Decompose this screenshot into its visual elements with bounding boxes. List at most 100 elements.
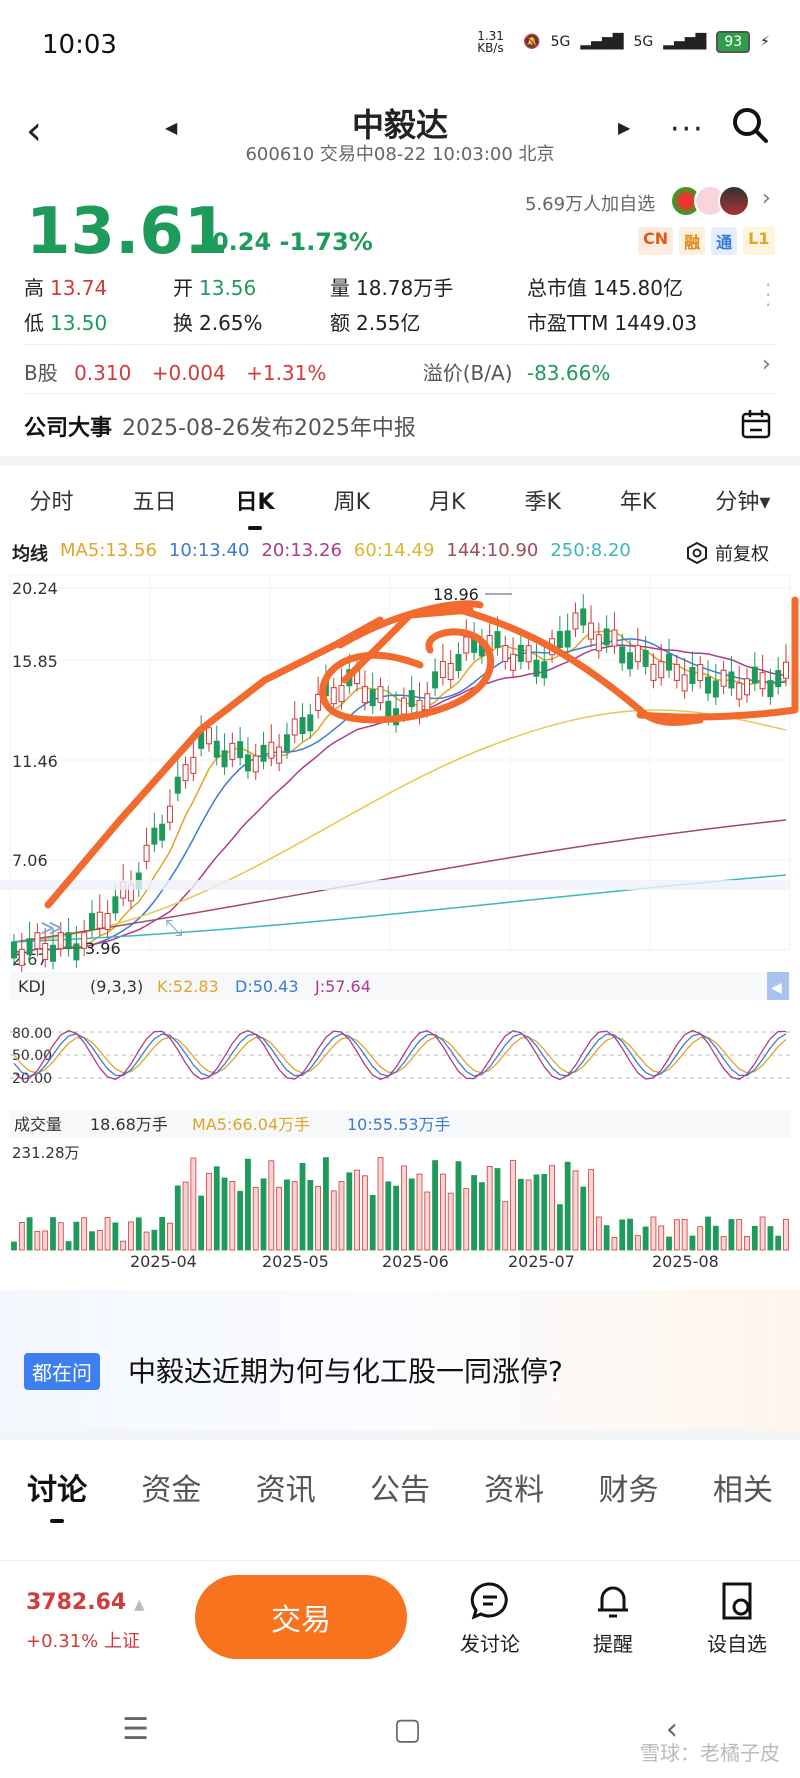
tab-news[interactable]: 资讯 (255, 1473, 316, 1508)
volume-bar (432, 1160, 438, 1251)
tag-cn: CN (638, 227, 674, 255)
highlight-band (0, 880, 790, 890)
expand-icon[interactable]: ⤡ (165, 916, 183, 941)
battery-icon: 93 (716, 31, 751, 53)
candle-body (439, 661, 446, 679)
stock-name: 中毅达 (351, 106, 448, 144)
volume-ma5: MA5:66.04万手 (192, 1115, 310, 1134)
candle-body (385, 700, 392, 718)
kdj-label[interactable]: KDJ (18, 977, 46, 996)
tab-quarterly-k[interactable]: 季K (524, 490, 561, 515)
menu-icon[interactable]: ☰ (122, 1711, 150, 1747)
tab-monthly-k[interactable]: 月K (429, 490, 466, 515)
next-stock-button[interactable]: ▶ (618, 118, 631, 137)
volume-bar (151, 1229, 158, 1251)
candle-body (276, 746, 283, 764)
remind-button[interactable]: 提醒 (563, 1580, 663, 1657)
discuss-button[interactable]: 发讨论 (440, 1580, 540, 1657)
follower-avatars[interactable] (670, 185, 750, 217)
candle-body (400, 697, 407, 715)
scroll-left-icon[interactable]: ≫ (40, 916, 63, 941)
add-watchlist-button[interactable]: 设自选 (687, 1580, 787, 1657)
candle-body (603, 628, 610, 646)
tab-intraday[interactable]: 分时 (29, 490, 74, 515)
kdj-level: 80.00 (12, 1026, 52, 1042)
candle-body (104, 913, 111, 931)
stat-high: 高 13.74 (24, 276, 108, 300)
tab-5day[interactable]: 五日 (132, 490, 177, 515)
candle-body (377, 686, 384, 704)
signal-bars-icon-2: ▂▄▆█ (663, 34, 707, 50)
tab-minute[interactable]: 分钟▾ (715, 490, 771, 515)
back-button[interactable]: ‹ (26, 108, 42, 154)
chevron-right-icon[interactable]: › (762, 186, 771, 211)
candle-body (338, 685, 345, 703)
tab-discussion[interactable]: 讨论 (27, 1465, 87, 1509)
candle-body (159, 823, 166, 841)
trade-button[interactable]: 交易 (195, 1575, 407, 1659)
expand-dots-icon[interactable]: · · · (765, 273, 772, 317)
collapse-panel-button[interactable] (767, 972, 789, 1000)
candle-body (18, 948, 25, 966)
volume-bar (213, 1166, 220, 1251)
search-icon[interactable] (730, 105, 770, 145)
volume-bar (463, 1188, 470, 1251)
volume-ma10: 10:55.53万手 (347, 1115, 451, 1134)
volume-bar (634, 1235, 641, 1251)
volume-bar (783, 1218, 789, 1251)
candle-body (681, 674, 688, 692)
candle-body (447, 663, 454, 681)
followers-count[interactable]: 5.69万人加自选 (525, 194, 656, 215)
price-grid (10, 575, 790, 951)
candle-body (595, 634, 602, 652)
section-gap (0, 456, 800, 466)
net-speed: 1.31 KB/s (477, 29, 504, 55)
volume-bar (572, 1170, 579, 1251)
candle-body (658, 661, 665, 679)
volume-bar (245, 1158, 251, 1251)
tab-announcements[interactable]: 公告 (369, 1473, 430, 1508)
mute-icon: 🔕 (523, 34, 541, 50)
y-tick: 15.85 (12, 652, 58, 671)
volume-bar (221, 1177, 228, 1251)
x-tick: 2025-07 (508, 1252, 575, 1271)
volume-bar (346, 1172, 353, 1251)
volume-bar (564, 1161, 571, 1251)
home-icon[interactable]: ▢ (393, 1711, 422, 1747)
tag-l1: L1 (743, 227, 775, 255)
more-menu-button[interactable]: ··· (670, 112, 705, 147)
company-event[interactable]: 公司大事 2025-08-26发布2025年中报 (24, 416, 416, 441)
back-nav-icon[interactable]: ‹ (665, 1711, 678, 1747)
tab-weekly-k[interactable]: 周K (333, 490, 371, 515)
adjust-toggle[interactable]: 前复权 (685, 540, 769, 566)
tab-daily-k[interactable]: 日K (236, 478, 275, 526)
volume-label[interactable]: 成交量 (14, 1115, 62, 1134)
question-banner[interactable] (0, 1290, 800, 1430)
volume-bar (619, 1219, 626, 1251)
price-frame (9, 574, 791, 951)
volume-bar (96, 1230, 103, 1251)
ask-question[interactable]: 中毅达近期为何与化工股一同涨停? (128, 1355, 563, 1388)
candle-body (11, 941, 17, 959)
volume-bar (120, 1240, 127, 1251)
tab-financials[interactable]: 财务 (598, 1473, 659, 1508)
prev-stock-button[interactable]: ◀ (165, 118, 178, 137)
volume-bar (354, 1169, 361, 1251)
signal-5g-2: 5G (633, 34, 654, 50)
tab-related[interactable]: 相关 (712, 1473, 773, 1508)
chevron-right-icon[interactable]: › (762, 352, 771, 377)
tab-yearly-k[interactable]: 年K (619, 490, 657, 515)
volume-bar (190, 1157, 197, 1251)
tab-profile[interactable]: 资料 (484, 1473, 545, 1508)
tab-funds[interactable]: 资金 (141, 1473, 202, 1508)
index-value[interactable]: 3782.64 ▲ (26, 1590, 145, 1615)
calendar-icon[interactable] (740, 408, 772, 440)
kline-chart[interactable]: 20.24 15.85 11.46 7.06 2.67 18.96 3.96 ≫… (0, 570, 800, 1290)
volume-bar (362, 1175, 368, 1251)
current-price: 13.61 (26, 195, 229, 269)
volume-bar (689, 1235, 696, 1251)
b-share-row[interactable]: B股 0.310 +0.004 +1.31% 溢价(B/A) -83.66% (24, 361, 611, 385)
volume-value: 18.68万手 (90, 1115, 168, 1134)
volume-header (10, 1110, 790, 1138)
ma-line (13, 644, 787, 955)
